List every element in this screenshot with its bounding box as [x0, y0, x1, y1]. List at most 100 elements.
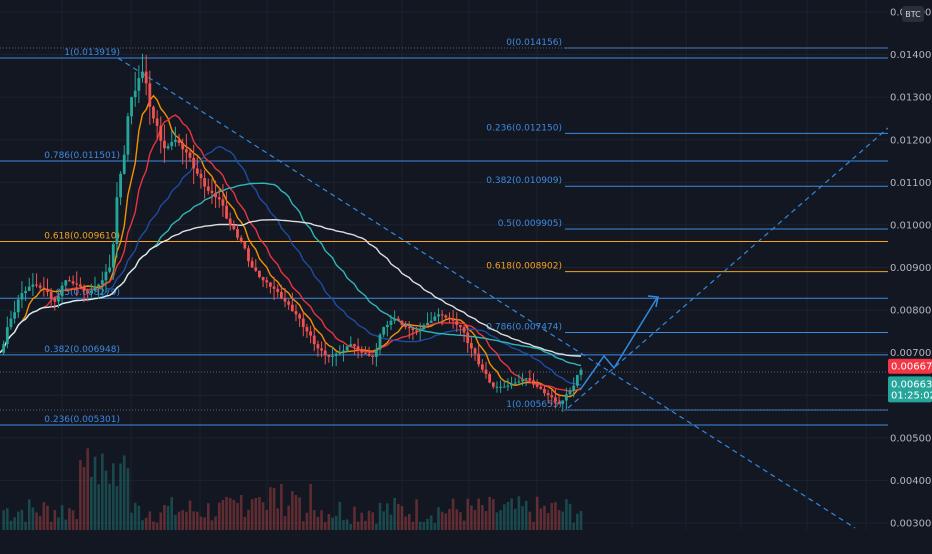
candle-body: [232, 224, 236, 230]
volume-bar: [378, 502, 382, 530]
volume-bar: [217, 502, 221, 530]
volume-bar: [510, 498, 513, 530]
candle-body: [444, 315, 448, 318]
volume-bar: [473, 510, 477, 530]
candle-body: [459, 324, 462, 328]
candle-body: [491, 382, 495, 387]
candle-body: [407, 327, 411, 329]
descending-trendline: [117, 57, 856, 529]
candle-body: [111, 244, 115, 268]
volume-bar: [272, 487, 276, 530]
volume-bar: [221, 499, 225, 530]
volume-bar: [565, 499, 568, 530]
volume-bar: [283, 516, 287, 530]
volume-bar: [502, 504, 506, 530]
volume-bar: [6, 508, 9, 530]
candle-body: [269, 282, 272, 287]
candle-body: [374, 349, 378, 357]
volume-bar: [276, 508, 280, 530]
volume-bar: [481, 505, 484, 530]
volume-bar: [323, 522, 327, 530]
volume-bar: [557, 509, 561, 530]
projection-arrowhead: [647, 295, 659, 308]
volume-bar: [539, 508, 543, 530]
candle-body: [122, 154, 126, 174]
candle-body: [133, 90, 137, 98]
volume-bar: [192, 511, 195, 530]
volume-bar: [422, 522, 426, 530]
volume-bar: [24, 521, 27, 530]
candle-body: [144, 71, 148, 84]
time-axis[interactable]: Feb81522Mar81522Apr14:00121925: [0, 530, 888, 550]
volume-bar: [287, 505, 290, 530]
volume-bar: [108, 483, 111, 530]
candle-body: [104, 271, 108, 281]
time-axis-bg: [0, 530, 888, 550]
fib-level-label: 1(0.005655): [506, 400, 562, 410]
volume-bar: [360, 512, 364, 530]
trend-lines: [117, 57, 889, 529]
volume-bar: [79, 460, 82, 530]
candle-body: [393, 318, 397, 321]
volume-bar: [404, 516, 407, 530]
last-price-tag: [888, 376, 932, 403]
volume-bar: [521, 506, 524, 530]
candle-body: [437, 314, 440, 317]
candle-body: [506, 385, 510, 387]
candle-body: [159, 125, 163, 141]
candle-body: [535, 384, 539, 387]
price-axis[interactable]: 0.0030000.0040000.0050000.0060000.007000…: [888, 0, 932, 550]
candle-body: [130, 97, 133, 117]
candle-body: [188, 152, 192, 158]
volume-bar: [466, 498, 470, 530]
volume-bar: [291, 491, 294, 530]
candle-body: [305, 327, 309, 332]
volume-bar: [579, 510, 583, 530]
volume-bar: [269, 487, 272, 530]
candle-body: [422, 324, 426, 330]
volume-bar: [210, 520, 214, 530]
candle-body: [89, 290, 93, 294]
volume-bar: [163, 504, 166, 530]
candle-body: [49, 291, 53, 299]
candle-body: [513, 382, 517, 384]
candle-body: [356, 346, 360, 351]
volume-bar: [561, 511, 565, 530]
volume-bar: [35, 512, 38, 530]
candle-body: [78, 284, 82, 287]
volume-bar: [247, 509, 250, 530]
candle-body: [177, 139, 181, 143]
candle-body: [312, 335, 316, 345]
volume-bar: [294, 495, 298, 530]
candle-body: [272, 286, 276, 289]
candle-body: [415, 330, 418, 332]
ma-slower-line: [0, 182, 582, 367]
candle-body: [294, 311, 298, 315]
candle-body: [400, 320, 404, 325]
candle-body: [86, 290, 90, 294]
volume-bar: [382, 511, 385, 530]
volume-bar: [16, 511, 20, 530]
candle-body: [265, 280, 269, 283]
currency-badge[interactable]: BTC: [902, 6, 924, 22]
volume-bar: [49, 521, 53, 530]
fib-level-label: 0.618(0.009610): [44, 232, 120, 242]
volume-bar: [185, 511, 188, 530]
volume-bar: [68, 508, 71, 530]
candle-body: [364, 352, 367, 354]
volume-bar: [148, 511, 152, 530]
volume-bar: [546, 513, 550, 530]
